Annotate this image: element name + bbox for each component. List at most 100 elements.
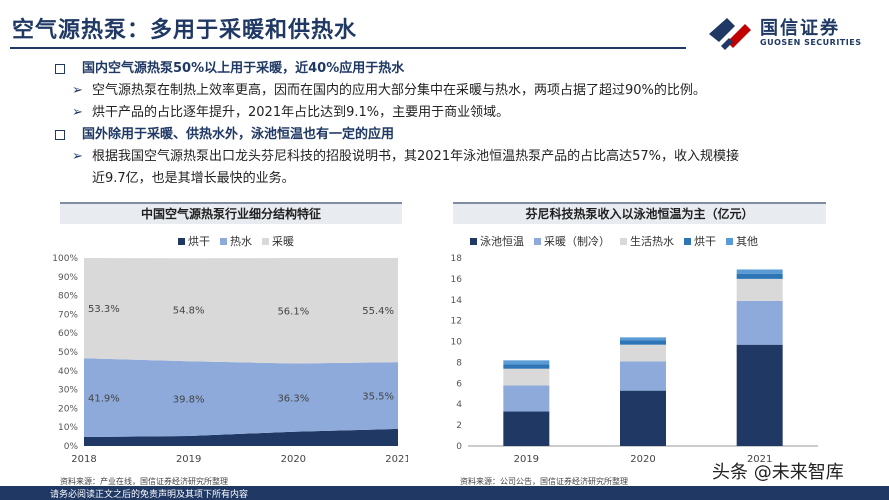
legend-item: 采暖（制冷） [534, 233, 610, 249]
y-tick-label: 12 [451, 317, 462, 327]
legend-item: 热水 [220, 233, 252, 249]
y-tick-label: 100% [52, 254, 78, 264]
legend-label: 其他 [736, 235, 758, 248]
bar-segment [620, 340, 666, 345]
legend-item: 采暖 [262, 233, 294, 249]
bar-segment [503, 385, 550, 412]
disclaimer-text: 请务必阅读正文之后的免责声明及其项下所有内容 [50, 490, 249, 500]
bar-segment [620, 361, 666, 391]
y-tick-label: 2 [456, 421, 462, 431]
watermark: 头条 @未来智库 [712, 462, 844, 483]
footer-bar: 请务必阅读正文之后的免责声明及其项下所有内容 [0, 486, 889, 500]
legend-swatch [620, 237, 627, 245]
logo-subtext: GUOSEN SECURITIES [760, 38, 862, 47]
arrow-bullet-icon: ➢ [72, 105, 83, 120]
bullet-heading: 国外除用于采暖、供热水外，泳池恒温也有一定的应用 [52, 124, 842, 146]
company-logo: 国信证券 GUOSEN SECURITIES [705, 10, 875, 54]
legend-swatch [178, 237, 185, 245]
bar-segment [736, 300, 783, 345]
y-tick-label: 10 [451, 338, 463, 348]
area-chart-legend: 烘干 热水 采暖 [178, 233, 294, 249]
bar-chart: 0 2 4 6 8 10 12 14 16 18 2019 2020 2021 [451, 254, 818, 465]
area-chart: 0%10%20%30%40%50%60%70%80%90%100%4.8%5.3… [52, 254, 408, 465]
legend-item: 烘干 [178, 233, 210, 249]
y-tick-label: 50% [58, 348, 78, 358]
title-divider [10, 47, 686, 49]
legend-item: 生活热水 [620, 233, 674, 249]
logo-text: 国信证券 [760, 18, 840, 39]
data-label: 36.3% [277, 394, 309, 405]
area-series [84, 428, 398, 446]
arrow-bullet-icon: ➢ [72, 83, 83, 98]
legend-item: 烘干 [684, 233, 716, 249]
legend-swatch [220, 237, 227, 245]
bar-segment [736, 273, 783, 279]
y-tick-label: 60% [58, 329, 78, 339]
legend-item: 泳池恒温 [470, 233, 524, 249]
x-tick-label: 2019 [514, 454, 539, 465]
x-tick-label: 2021 [385, 454, 408, 465]
legend-label: 泳池恒温 [480, 235, 524, 248]
bar-segment [620, 337, 666, 341]
data-label: 55.4% [362, 306, 394, 317]
bar-segment [620, 390, 666, 446]
sub-bullet: ➢ 空气源热泵在制热上效率更高，因而在国内的应用大部分集中在采暖与热水，两项占据… [52, 80, 842, 102]
y-tick-label: 14 [451, 296, 463, 306]
legend-label: 生活热水 [630, 235, 674, 248]
y-tick-label: 70% [58, 310, 78, 320]
legend-swatch [684, 237, 691, 245]
legend-item: 其他 [726, 233, 758, 249]
data-label: 56.1% [277, 307, 309, 318]
y-tick-label: 0 [456, 442, 462, 452]
sub-bullet: ➢ 烘干产品的占比逐年提升，2021年占比达到9.1%，主要用于商业领域。 [52, 102, 842, 124]
x-tick-label: 2019 [176, 454, 201, 465]
bar-segment [503, 360, 550, 365]
y-tick-label: 80% [58, 292, 78, 302]
bar-segment [736, 269, 783, 274]
page-title: 空气源热泵：多用于采暖和供热水 [12, 18, 358, 43]
y-tick-label: 40% [58, 367, 78, 377]
legend-swatch [726, 237, 733, 245]
bar-chart-source: 资料来源：公司公告，国信证券经济研究所整理 [460, 477, 628, 486]
data-label: 54.8% [173, 306, 205, 317]
square-bullet-icon [55, 130, 65, 140]
legend-label: 热水 [230, 235, 252, 248]
legend-label: 烘干 [188, 235, 210, 248]
legend-label: 烘干 [694, 235, 716, 248]
sub-bullet: ➢ 根据我国空气源热泵出口龙头芬尼科技的招股说明书，其2021年泳池恒温热泵产品… [52, 146, 842, 168]
bar-chart-legend: 泳池恒温 采暖（制冷） 生活热水 烘干 其他 [470, 233, 758, 249]
area-chart-source: 资料来源：产业在线，国信证券经济研究所整理 [60, 477, 228, 486]
bar-segment [620, 344, 666, 362]
area-series [84, 358, 398, 437]
legend-swatch [470, 237, 477, 245]
x-tick-label: 2021 [747, 454, 772, 465]
sub-bullet-text: 空气源热泵在制热上效率更高，因而在国内的应用大部分集中在采暖与热水，两项占据了超… [92, 83, 706, 98]
bar-segment [736, 344, 783, 446]
sub-bullet-text: 近9.7亿，也是其增长最快的业务。 [92, 171, 295, 186]
square-bullet-icon [55, 64, 65, 74]
sub-bullet-text: 烘干产品的占比逐年提升，2021年占比达到9.1%，主要用于商业领域。 [92, 105, 510, 120]
arrow-bullet-icon: ➢ [72, 149, 83, 164]
x-tick-label: 2020 [630, 454, 655, 465]
y-tick-label: 4 [456, 400, 462, 410]
y-tick-label: 90% [58, 273, 78, 283]
legend-label: 采暖（制冷） [544, 235, 610, 248]
y-tick-label: 16 [451, 275, 463, 285]
y-tick-label: 18 [451, 254, 463, 264]
data-label: 53.3% [88, 304, 120, 315]
bullet-text: 国内空气源热泵50%以上用于采暖，近40%应用于热水 [82, 61, 405, 76]
y-tick-label: 6 [456, 379, 462, 389]
sub-bullet-continuation: 近9.7亿，也是其增长最快的业务。 [52, 168, 842, 190]
data-label: 35.5% [362, 392, 394, 403]
y-tick-label: 0% [64, 442, 79, 452]
legend-label: 采暖 [272, 235, 294, 248]
x-tick-label: 2018 [71, 454, 96, 465]
bullet-heading: 国内空气源热泵50%以上用于采暖，近40%应用于热水 [52, 58, 842, 80]
bar-segment [736, 278, 783, 301]
legend-swatch [534, 237, 541, 245]
x-tick-label: 2020 [281, 454, 306, 465]
y-tick-label: 10% [58, 423, 78, 433]
data-label: 39.8% [173, 395, 205, 406]
bar-segment [503, 364, 550, 369]
y-tick-label: 30% [58, 386, 78, 396]
